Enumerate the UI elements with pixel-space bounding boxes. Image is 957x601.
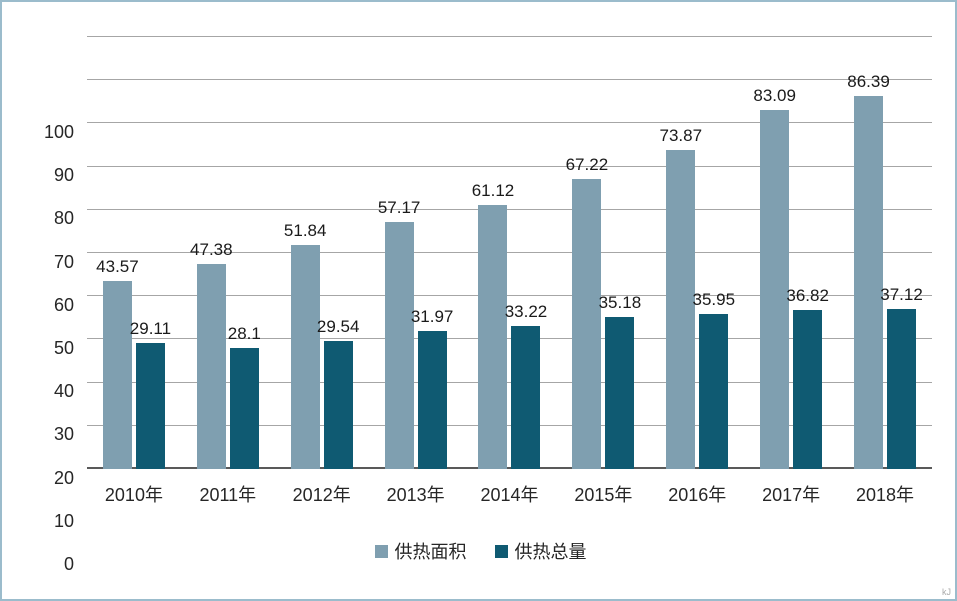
gridline <box>87 381 932 383</box>
bar-group: 73.87 35.95 <box>650 37 744 469</box>
value-label: 86.39 <box>847 71 890 91</box>
x-axis-labels: 2010年 2011年 2012年 2013年 2014年 2015年 2016年 2017年… <box>87 481 932 507</box>
legend-swatch-heating-area-icon <box>374 544 388 558</box>
gridline <box>87 122 932 124</box>
bar-heating-total: 37.12 <box>880 285 923 469</box>
bar-group: 57.17 31.97 <box>369 37 463 469</box>
gridline <box>87 252 932 253</box>
x-tick-label: 2018年 <box>856 485 915 505</box>
y-tick-label: 80 <box>53 208 74 229</box>
x-tick-label: 2015年 <box>574 485 633 505</box>
bar-heating-total: 29.54 <box>317 317 359 469</box>
value-label: 57.17 <box>377 198 421 218</box>
bar-heating-area: 61.12 <box>472 181 514 469</box>
bar-heating-total: 28.1 <box>228 324 261 469</box>
bar-heating-area: 83.09 <box>753 86 796 469</box>
y-tick-label: 20 <box>53 467 74 488</box>
value-label: 29.54 <box>316 317 360 337</box>
y-tick-label: 30 <box>53 424 74 445</box>
bar-heating-total: 31.97 <box>411 307 453 469</box>
bar-heating-area: 47.38 <box>190 240 233 469</box>
gridline <box>87 424 932 426</box>
value-label: 29.11 <box>129 319 172 339</box>
gridline <box>87 79 932 81</box>
x-tick-label: 2016年 <box>668 485 727 505</box>
y-tick-label: 90 <box>53 165 74 186</box>
bar-heating-total: 35.95 <box>692 290 735 469</box>
value-label: 83.09 <box>753 86 796 106</box>
value-label: 36.82 <box>786 285 829 305</box>
bar-heating-total: 36.82 <box>786 286 829 469</box>
gridline <box>87 295 932 297</box>
y-tick-label: 10 <box>53 510 74 531</box>
bar-heating-total: 33.22 <box>505 302 547 469</box>
bar-heating-area: 86.39 <box>847 72 890 469</box>
value-label: 73.87 <box>659 125 703 145</box>
y-tick-label: 60 <box>53 294 74 315</box>
value-label: 35.18 <box>598 293 642 313</box>
bar-heating-total: 35.18 <box>599 293 641 469</box>
y-tick-label: 0 <box>63 554 74 574</box>
legend: 供热面积 供热总量 <box>2 538 955 564</box>
legend-item-heating-area: 供热面积 <box>374 538 467 564</box>
value-label: 61.12 <box>471 180 515 200</box>
bar-heating-area: 43.57 <box>96 257 139 469</box>
y-tick-label: 50 <box>53 338 74 358</box>
bar-heating-area: 57.17 <box>378 198 420 469</box>
bar-group: 47.38 28.1 <box>181 37 275 469</box>
x-tick-label: 2014年 <box>480 485 539 505</box>
bar-group: 86.39 37.12 <box>838 37 932 469</box>
legend-label-heating-total: 供热总量 <box>514 542 587 562</box>
bar-heating-area: 51.84 <box>284 221 326 469</box>
gridline <box>87 208 932 210</box>
bar-group: 51.84 29.54 <box>275 37 369 469</box>
legend-label-heating-area: 供热面积 <box>394 542 467 562</box>
bar-group: 43.57 29.11 <box>87 37 181 469</box>
y-tick-label: 70 <box>53 251 74 272</box>
value-label: 67.22 <box>565 154 609 174</box>
value-label: 37.12 <box>880 284 923 304</box>
y-tick-label: 100 <box>43 122 74 142</box>
value-label: 28.1 <box>227 323 261 343</box>
bar-group: 83.09 36.82 <box>744 37 838 469</box>
value-label: 35.95 <box>692 289 736 309</box>
bar-heating-total: 29.11 <box>130 319 171 469</box>
bar-group: 67.22 35.18 <box>556 37 650 469</box>
value-label: 43.57 <box>96 256 139 276</box>
x-tick-label: 2013年 <box>386 485 445 505</box>
gridline <box>87 338 932 340</box>
x-tick-label: 2017年 <box>762 485 821 505</box>
value-label: 33.22 <box>504 301 548 321</box>
footnote: kJ <box>942 587 951 597</box>
value-label: 47.38 <box>190 240 233 260</box>
gridline <box>87 165 932 167</box>
plot-area: 43.57 29.11 47.38 28.1 51.84 29.54 57.17 31.97 6… <box>87 36 932 469</box>
legend-swatch-heating-total-icon <box>494 544 508 558</box>
value-label: 31.97 <box>410 306 454 326</box>
y-tick-label: 40 <box>53 381 74 402</box>
bar-heating-area: 73.87 <box>659 126 702 469</box>
legend-item-heating-total: 供热总量 <box>494 538 587 564</box>
x-axis-line <box>87 467 932 469</box>
bar-group: 61.12 33.22 <box>463 37 557 469</box>
value-label: 51.84 <box>283 221 327 241</box>
bar-heating-area: 67.22 <box>566 155 608 469</box>
x-tick-label: 2012年 <box>292 485 351 505</box>
x-tick-label: 2011年 <box>199 485 257 505</box>
x-tick-label: 2010年 <box>104 485 163 505</box>
gridline <box>87 36 932 37</box>
